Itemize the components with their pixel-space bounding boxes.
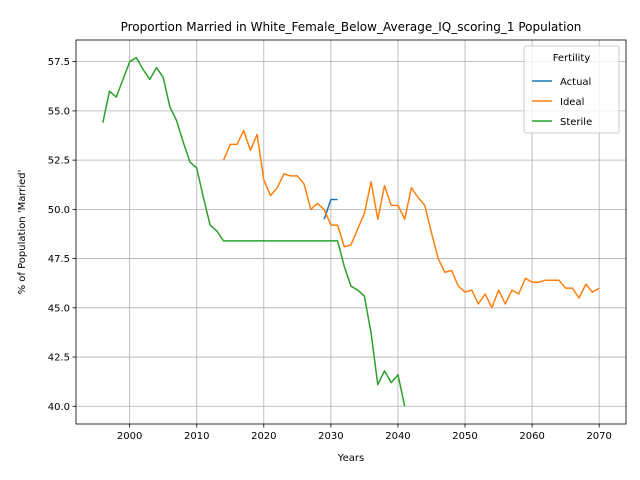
x-tick-label: 2060	[519, 431, 544, 442]
x-axis-ticks: 2000 2010 2020 2030 2040 2050 2060 2070	[117, 424, 612, 442]
x-tick-label: 2020	[251, 431, 276, 442]
legend-label-sterile: Sterile	[560, 117, 592, 128]
y-tick-label: 47.5	[48, 254, 70, 265]
legend-items: Actual Ideal Sterile	[532, 77, 592, 128]
x-axis-label: Years	[337, 453, 364, 464]
series-line-actual	[323, 198, 338, 220]
y-tick-label: 45.0	[48, 303, 70, 314]
legend-box	[523, 45, 620, 134]
y-tick-label: 55.0	[48, 106, 70, 117]
y-tick-label: 52.5	[48, 156, 70, 167]
y-axis-ticks: 40.0 42.5 45.0 47.5 50.0 52.5 55.0 57.5	[48, 57, 76, 413]
chart-title: Proportion Married in White_Female_Below…	[121, 20, 582, 34]
plot-frame	[75, 39, 627, 425]
x-tick-label: 2040	[385, 431, 410, 442]
legend: Fertility Actual Ideal Sterile	[523, 45, 620, 134]
series-line-ideal	[222, 129, 600, 309]
x-tick-label: 2070	[586, 431, 611, 442]
y-tick-label: 40.0	[48, 402, 70, 413]
legend-title: Fertility	[553, 53, 591, 64]
legend-label-actual: Actual	[560, 77, 591, 88]
series-lines	[102, 56, 600, 407]
x-tick-label: 2010	[184, 431, 209, 442]
series-line-sterile	[102, 56, 406, 407]
x-tick-label: 2050	[452, 431, 477, 442]
y-tick-label: 57.5	[48, 57, 70, 68]
x-tick-label: 2030	[318, 431, 343, 442]
x-tick-label: 2000	[117, 431, 142, 442]
legend-label-ideal: Ideal	[560, 97, 584, 108]
y-tick-label: 42.5	[48, 353, 70, 364]
y-axis-label: % of Population 'Married'	[17, 170, 28, 295]
y-tick-label: 50.0	[48, 205, 70, 216]
